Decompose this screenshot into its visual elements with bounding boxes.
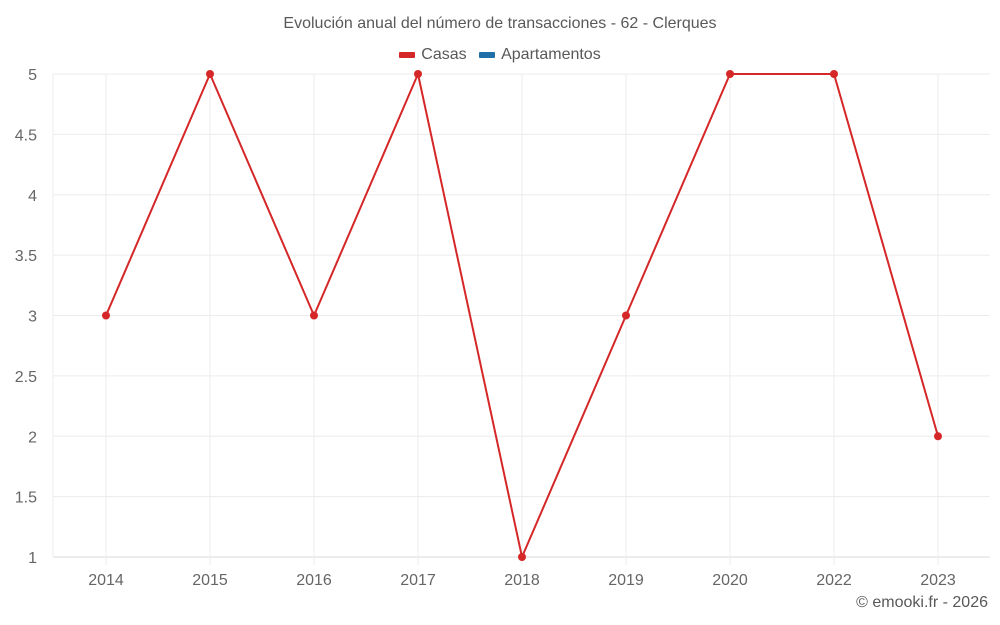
y-tick-label: 4: [28, 188, 37, 205]
y-tick-label: 1: [28, 550, 37, 567]
y-tick-label: 2: [28, 429, 37, 446]
legend-item-casas[interactable]: Casas: [399, 46, 467, 64]
legend-swatch-apartamentos: [479, 52, 496, 58]
chart-title: Evolución anual del número de transaccio…: [283, 15, 717, 32]
credit-text: © emooki.fr - 2026: [856, 594, 988, 611]
y-tick-label: 3.5: [15, 248, 37, 265]
data-point[interactable]: [934, 432, 942, 441]
y-tick-label: 1.5: [15, 490, 37, 507]
data-point[interactable]: [830, 70, 838, 78]
data-point[interactable]: [518, 553, 526, 561]
x-tick-label: 2023: [920, 572, 956, 589]
data-point[interactable]: [102, 311, 110, 320]
x-tick-label: 2016: [296, 572, 332, 589]
y-tick-label: 2.5: [15, 369, 37, 386]
x-tick-label: 2015: [192, 572, 228, 589]
data-point[interactable]: [310, 311, 318, 320]
x-tick-label: 2017: [400, 572, 436, 589]
x-tick-label: 2018: [504, 572, 540, 589]
y-tick-label: 5: [28, 67, 37, 84]
x-tick-label: 2019: [608, 572, 644, 589]
x-tick-label: 2020: [712, 572, 748, 589]
data-point[interactable]: [414, 70, 422, 78]
y-tick-label: 4.5: [15, 127, 37, 144]
legend-label-casas: Casas: [421, 46, 467, 63]
y-tick-label: 3: [28, 309, 37, 326]
data-point[interactable]: [726, 70, 734, 78]
data-point[interactable]: [206, 70, 214, 78]
legend: Casas Apartamentos: [0, 45, 1000, 64]
x-tick-label: 2014: [88, 572, 124, 589]
data-point[interactable]: [622, 311, 630, 320]
x-tick-label: 2022: [816, 572, 852, 589]
legend-item-apartamentos[interactable]: Apartamentos: [479, 46, 601, 64]
legend-swatch-casas: [399, 52, 416, 58]
legend-label-apartamentos: Apartamentos: [501, 46, 601, 63]
